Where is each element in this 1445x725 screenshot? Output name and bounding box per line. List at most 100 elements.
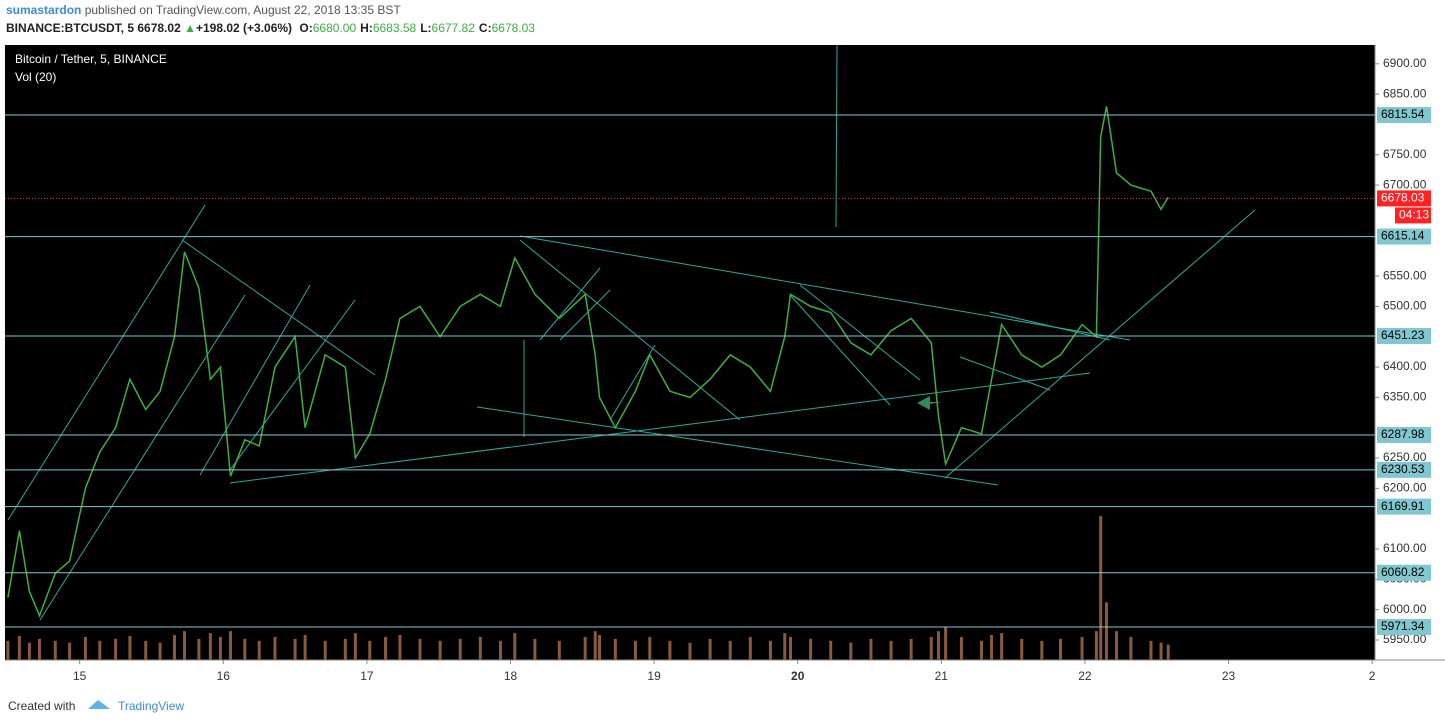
x-tick-label: 18	[504, 669, 518, 683]
volume-bar	[593, 631, 597, 660]
y-tick-label: 6200.00	[1383, 481, 1427, 495]
volume-bar	[533, 638, 537, 660]
volume-bar	[1040, 640, 1044, 660]
volume-bar	[708, 638, 712, 660]
footer-created: Created with	[8, 699, 75, 713]
y-tick-label: 6850.00	[1383, 86, 1427, 100]
volume-bar	[1059, 638, 1063, 660]
volume-bar	[368, 640, 372, 660]
volume-bar	[158, 642, 162, 660]
trendlines	[7, 44, 1256, 621]
ohlc-value: 6680.00	[312, 21, 357, 35]
level-label: 6451.23	[1381, 328, 1425, 342]
volume-bar	[384, 636, 388, 660]
volume-bar	[1129, 636, 1133, 660]
volume-bar	[909, 638, 913, 660]
up-arrow: ▲	[184, 21, 196, 35]
x-tick-label: 16	[217, 669, 231, 683]
volume-bar	[633, 640, 637, 660]
volume-bar	[889, 640, 893, 660]
x-tick-label: 15	[73, 669, 87, 683]
volume-bar	[398, 635, 402, 660]
volume-bar	[1115, 631, 1119, 660]
level-box	[1377, 498, 1431, 515]
volume-bar	[37, 638, 41, 660]
level-box	[1377, 619, 1431, 636]
level-box	[1377, 461, 1431, 478]
volume-bar	[1149, 640, 1153, 660]
volume-bar	[114, 638, 118, 660]
volume-bar	[768, 640, 772, 660]
y-tick-label: 6100.00	[1383, 541, 1427, 555]
y-tick-label: 6550.00	[1383, 268, 1427, 282]
volume-bar	[303, 635, 307, 660]
indicator-label: Vol (20)	[15, 70, 56, 84]
volume-bar	[959, 636, 963, 660]
volume-bar	[1080, 636, 1084, 660]
volume-bar	[98, 640, 102, 660]
volume-bar	[498, 640, 502, 660]
volume-bar	[688, 642, 692, 660]
volume-bar	[257, 640, 261, 660]
volume-bar	[208, 633, 212, 660]
level-box	[1377, 327, 1431, 344]
ohlc-label: H:	[360, 21, 373, 35]
volume-bar	[197, 638, 201, 660]
volume-bar	[418, 638, 422, 660]
volume-bar	[218, 636, 222, 660]
level-label: 6060.82	[1381, 565, 1425, 579]
ohlc-label: L:	[420, 21, 432, 35]
volume-bar	[789, 636, 793, 660]
volume-bar	[648, 636, 652, 660]
price-axis-bg	[1375, 45, 1445, 660]
ohlc-value: 6677.82	[431, 21, 475, 35]
footer-brand[interactable]: TradingView	[118, 699, 184, 713]
countdown-box	[1395, 207, 1431, 224]
volume-bar	[243, 638, 247, 660]
ohlc-label: C:	[478, 21, 492, 35]
symbol: BINANCE:BTCUSDT, 5	[6, 21, 135, 35]
volume-bar	[829, 640, 833, 660]
volume-bar	[273, 636, 277, 660]
ohlc-value: 6678.03	[491, 21, 535, 35]
x-tick-label: 19	[647, 669, 661, 683]
chart-title: Bitcoin / Tether, 5, BINANCE	[15, 52, 167, 66]
volume-bar	[809, 638, 813, 660]
price-line	[7, 106, 1169, 618]
y-tick-label: 6750.00	[1383, 147, 1427, 161]
volume-bar	[1104, 602, 1108, 660]
volume-bar	[478, 636, 482, 660]
arrow-marker	[917, 396, 942, 410]
volume-bar	[936, 631, 940, 660]
volume-bar	[748, 636, 752, 660]
level-box	[1377, 564, 1431, 581]
x-tick-label: 23	[1222, 669, 1236, 683]
volume-bar	[53, 640, 57, 660]
x-tick-label: 17	[360, 669, 374, 683]
ohlc: O:6680.00 H:6683.58 L:6677.82 C:6678.03	[295, 21, 535, 35]
level-box	[1377, 107, 1431, 124]
y-tick-label: 6900.00	[1383, 56, 1427, 70]
x-tick-label: 22	[1078, 669, 1092, 683]
level-label: 5971.34	[1381, 619, 1425, 633]
volume-bar	[353, 633, 357, 660]
last-price-box	[1377, 190, 1431, 207]
tv-logo	[88, 700, 110, 709]
volume-bar	[27, 642, 31, 660]
volume-bar	[458, 638, 462, 660]
x-tick-label: 2	[1369, 669, 1376, 683]
ohlc-value: 6683.58	[372, 21, 417, 35]
volume-bar	[228, 631, 232, 660]
volume-bar	[1094, 631, 1098, 660]
level-label: 6815.54	[1381, 107, 1425, 121]
author[interactable]: sumastardon	[6, 3, 82, 17]
volume-bar	[869, 638, 873, 660]
change: +198.02 (+3.06%)	[195, 21, 293, 35]
volume-bar	[849, 642, 853, 660]
volume-bar	[1099, 515, 1103, 660]
volume-bar	[323, 640, 327, 660]
y-tick-label: 6000.00	[1383, 602, 1427, 616]
level-box	[1377, 228, 1431, 245]
